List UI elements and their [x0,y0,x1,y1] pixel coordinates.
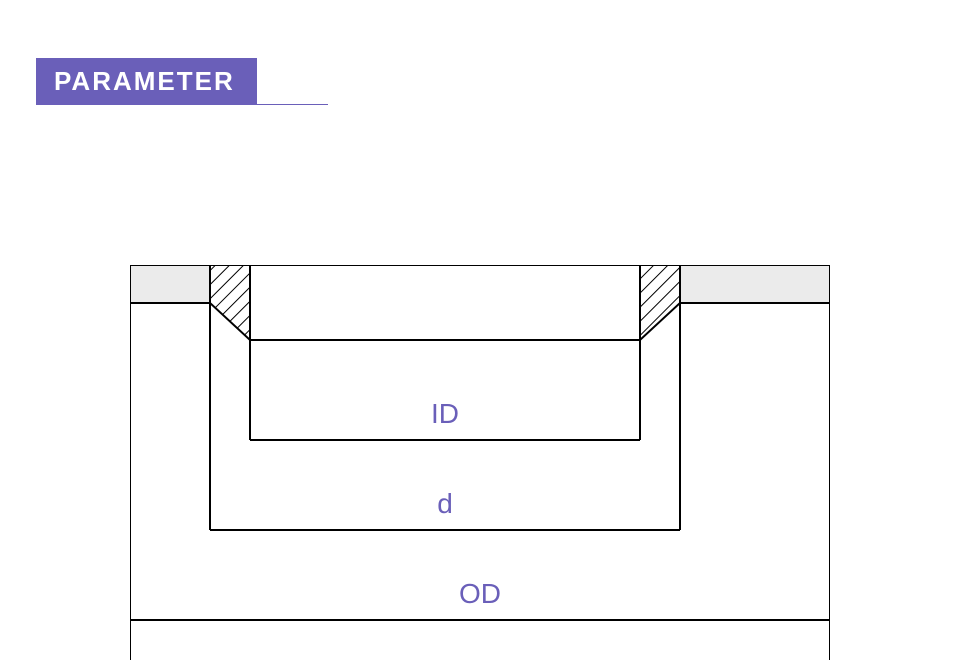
id-label: ID [250,398,640,430]
inner-block [250,265,640,340]
cross-section-diagram: ID d OD [130,265,830,665]
d-label: d [210,488,680,520]
outer-right-block [680,265,830,303]
od-label: OD [130,578,830,610]
banner-title: PARAMETER [36,58,257,105]
outer-left-block [130,265,210,303]
parameter-banner: PARAMETER [36,58,275,105]
chamfer-right [640,265,680,340]
chamfer-left [210,265,250,340]
banner-underline [48,104,328,105]
